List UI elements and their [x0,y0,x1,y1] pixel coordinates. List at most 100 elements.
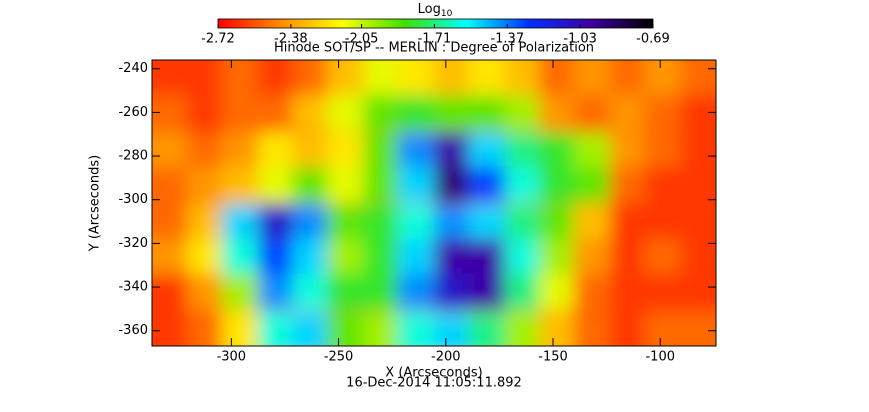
heatmap-cell [258,311,296,346]
heatmap-cell [397,311,435,346]
heatmap-cell [221,204,260,241]
heatmap-cell [573,94,611,131]
heatmap-cell [539,311,577,346]
chart-title: Hinode SOT/SP -- MERLIN : Degree of Pola… [274,41,594,56]
heatmap-cell [644,166,682,203]
heatmap-cell [221,94,260,131]
heatmap-cell [258,60,296,96]
heatmap-cell [680,132,716,168]
heatmap-cell [609,204,648,241]
heatmap-cell [573,273,611,310]
heatmap-cell [292,273,330,310]
y-tick-label: -300 [118,192,148,207]
x-tick-label: -100 [645,350,675,365]
heatmap-cell [152,60,189,96]
heatmap-cell [221,311,260,346]
heatmap-cell [609,311,648,346]
heatmap-cell [609,94,648,131]
colorbar-tick-label: -2.05 [345,32,379,47]
heatmap-cell [292,204,330,241]
heatmap-cell [326,204,365,241]
heatmap-cell [363,239,401,275]
heatmap-cell [573,204,611,241]
heatmap-cell [539,239,577,275]
heatmap-cell [680,60,716,96]
heatmap-cell [363,94,401,131]
footer-date: 16-Dec-2014 11:05:11.892 [346,376,522,391]
heatmap-cell [434,94,472,131]
heatmap-cell [644,239,682,275]
heatmap-cell [221,132,260,168]
heatmap-cell [187,166,225,203]
heatmap-cell [609,132,648,168]
heatmap-cell [292,60,330,96]
heatmap-cell [680,204,716,241]
heatmap-cell [258,94,296,131]
heatmap-cell [644,273,682,310]
heatmap-cell [680,311,716,346]
colorbar [217,18,654,29]
heatmap-cell [434,132,472,168]
heatmap-cell [152,204,189,241]
heatmap-cell [504,132,543,168]
heatmap-cell [326,132,365,168]
heatmap-cell [680,239,716,275]
heatmap-cell [326,94,365,131]
heatmap-cell [539,273,577,310]
heatmap-cell [187,311,225,346]
colorbar-label: Log10 [418,2,453,19]
heatmap-cell [434,60,472,96]
heatmap-cell [363,204,401,241]
heatmap-cell [363,273,401,310]
heatmap-cell [326,60,365,96]
heatmap-cell [539,60,577,96]
heatmap-cell [152,273,189,310]
y-tick-label: -280 [118,149,148,164]
heatmap-cell [326,166,365,203]
heatmap-cell [504,311,543,346]
y-tick-label: -260 [118,105,148,120]
heatmap-cell [539,204,577,241]
heatmap-cell [644,60,682,96]
heatmap [152,60,716,346]
heatmap-cell [539,166,577,203]
heatmap-cell [152,239,189,275]
x-axis-label: X (Arcseconds) [385,366,482,381]
heatmap-cell [434,239,472,275]
heatmap-cell [504,94,543,131]
heatmap-cell [187,94,225,131]
x-tick-label: -250 [324,350,354,365]
heatmap-cell [680,166,716,203]
heatmap-cell [468,166,506,203]
heatmap-cell [221,60,260,96]
heatmap-cell [187,273,225,310]
heatmap-cell [609,166,648,203]
heatmap-cell [326,239,365,275]
heatmap-cell [292,94,330,131]
y-tick-label: -320 [118,236,148,251]
heatmap-cell [152,166,189,203]
heatmap-cell [573,60,611,96]
heatmap-cell [504,166,543,203]
heatmap-cell [644,311,682,346]
heatmap-cell [397,60,435,96]
heatmap-cell [221,239,260,275]
heatmap-cell [434,204,472,241]
heatmap-cell [292,166,330,203]
heatmap-cell [539,132,577,168]
heatmap-cell [434,166,472,203]
heatmap-cell [504,273,543,310]
heatmap-cell [397,166,435,203]
heatmap-cell [221,166,260,203]
colorbar-tick-label: -1.03 [563,32,597,47]
heatmap-cell [644,132,682,168]
heatmap-cell [468,94,506,131]
heatmap-cell [573,166,611,203]
heatmap-cell [468,273,506,310]
heatmap-cell [573,239,611,275]
heatmap-cell [468,311,506,346]
heatmap-cell [187,132,225,168]
heatmap-cell [258,204,296,241]
y-tick-label: -340 [118,280,148,295]
